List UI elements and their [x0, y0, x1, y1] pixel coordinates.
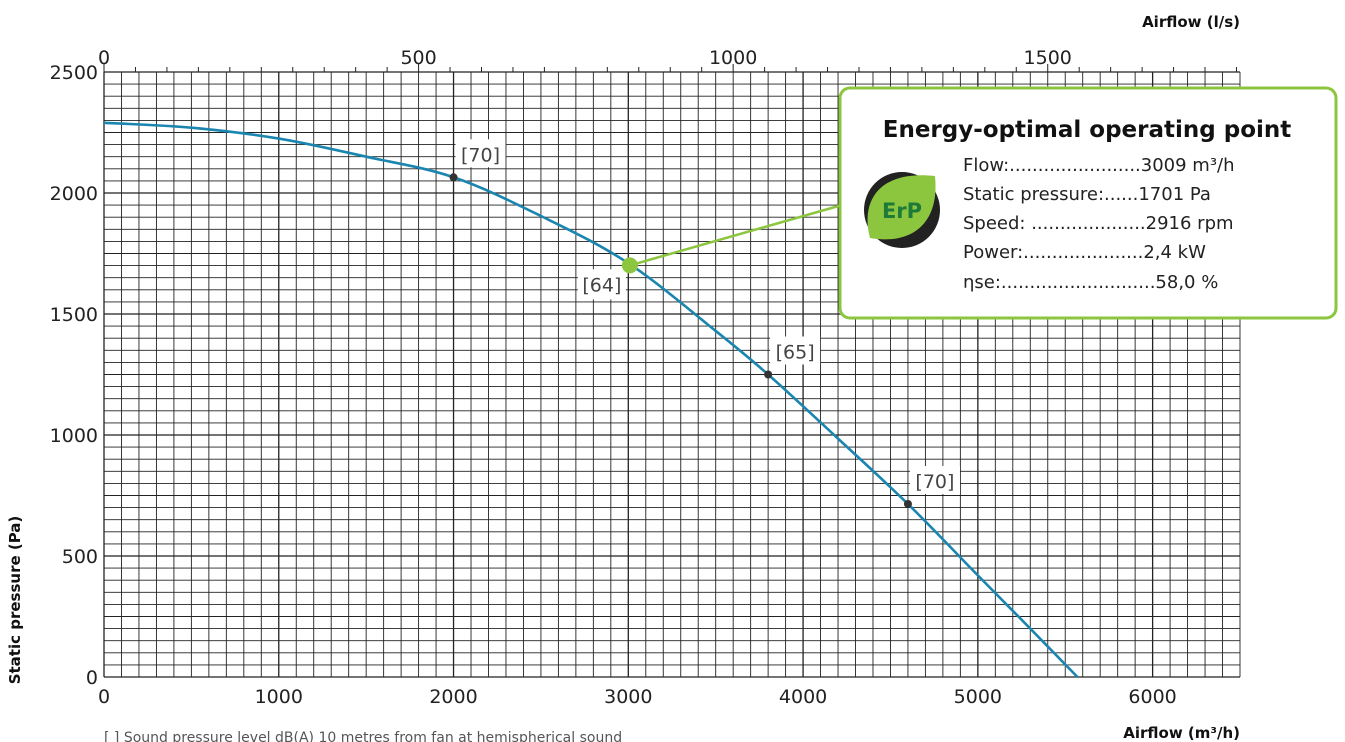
x-tick-label: 0	[98, 686, 110, 708]
y-tick-label: 0	[86, 667, 98, 689]
operating-point-label: [64]	[582, 274, 621, 296]
x2-axis-ticks: 0 500 1000 1500	[98, 47, 1237, 72]
sound-point-marker	[449, 173, 458, 182]
y-axis-title: Static pressure (Pa)	[6, 516, 24, 685]
y-tick-label: 2000	[50, 183, 98, 205]
sound-label-background	[770, 336, 821, 365]
x-tick-label: 4000	[779, 686, 827, 708]
info-row-flow: Flow:.......................3009 m³/h	[963, 155, 1235, 176]
x2-tick-label: 500	[400, 47, 436, 69]
info-row-static-pressure: Static pressure:......1701 Pa	[963, 184, 1211, 205]
y-axis-ticks: 0 500 1000 1500 2000 2500	[50, 62, 98, 689]
x2-tick-label: 1500	[1024, 47, 1072, 69]
x-axis-ticks: 0 1000 2000 3000 4000 5000 6000	[98, 686, 1177, 708]
operating-point-leader-line	[629, 203, 843, 267]
y-tick-label: 1500	[50, 304, 98, 326]
sound-point-marker	[764, 370, 773, 379]
operating-point-marker	[621, 257, 638, 274]
y-tick-label: 2500	[50, 62, 98, 84]
x-tick-label: 6000	[1128, 686, 1176, 708]
x-axis-title: Airflow (m³/h)	[1123, 724, 1240, 742]
info-row-power: Power:.....................2,4 kW	[963, 242, 1206, 263]
sound-point-label: [65]	[776, 342, 815, 364]
sound-point-label: [70]	[461, 144, 500, 166]
sound-points: [70] [65] [70]	[449, 139, 960, 508]
info-row-efficiency: ηse:...........................58,0 %	[963, 272, 1218, 293]
y-tick-label: 1000	[50, 425, 98, 447]
fan-performance-curve	[103, 121, 1079, 678]
sound-point-label: [70]	[915, 471, 954, 493]
info-box: Energy-optimal operating point ErP Flow:…	[838, 86, 1338, 320]
sound-label-background	[455, 139, 506, 168]
info-box-title: Energy-optimal operating point	[883, 117, 1292, 143]
operating-point: [64]	[577, 257, 638, 300]
x-tick-label: 2000	[429, 686, 477, 708]
info-box-frame	[838, 86, 1338, 320]
x2-axis-title: Airflow (l/s)	[1142, 13, 1240, 31]
x-tick-label: 1000	[255, 686, 303, 708]
x-tick-label: 5000	[954, 686, 1002, 708]
erp-icon: ErP	[864, 172, 940, 248]
x-tick-label: 3000	[604, 686, 652, 708]
y-tick-label: 500	[62, 546, 98, 568]
sound-label-background	[909, 465, 960, 494]
erp-icon-leaf	[867, 175, 936, 240]
sound-point-marker	[903, 499, 912, 508]
x2-tick-label: 1000	[709, 47, 757, 69]
x2-tick-label: 0	[98, 47, 110, 69]
info-row-speed: Speed: ....................2916 rpm	[963, 213, 1234, 234]
erp-icon-label: ErP	[882, 199, 922, 223]
operating-point-label-background	[577, 269, 626, 300]
footnote: [ ] Sound pressure level dB(A) 10 metres…	[104, 730, 622, 742]
